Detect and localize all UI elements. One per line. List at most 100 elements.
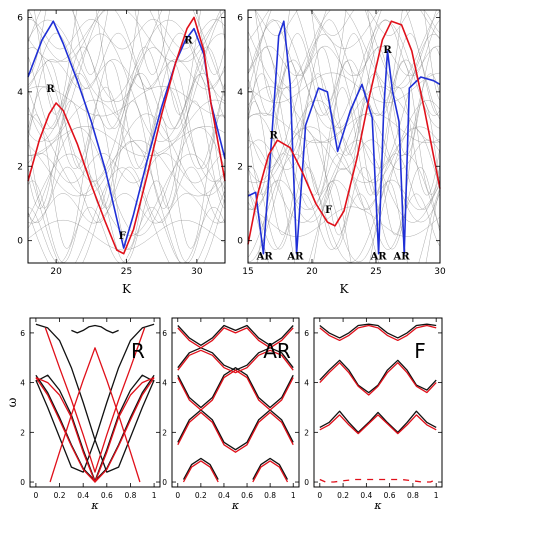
x-tick-label: 0.6 [241, 491, 253, 500]
x-tick-label: 0 [175, 491, 180, 500]
x-tick-label: 0.6 [101, 491, 113, 500]
series-line [319, 410, 437, 433]
y-tick-label: 0 [237, 237, 243, 247]
background-curve [28, 220, 225, 251]
x-tick-label: 15 [242, 267, 253, 277]
x-axis-label: κ [373, 499, 382, 512]
y-tick-label: 4 [237, 88, 243, 98]
background-curve [28, 10, 225, 102]
background-curve [256, 181, 440, 263]
x-tick-label: 0.8 [264, 491, 276, 500]
y-tick-label: 4 [20, 379, 25, 388]
panel-bottom-left: 0 0.2 0.4 0.6 0.8 1 0 2 4 6 κ ω R [5, 317, 161, 512]
background-curve [248, 114, 440, 223]
y-tick-label: 4 [162, 379, 167, 388]
series-line [319, 359, 437, 394]
series-line [319, 478, 437, 483]
x-axis-label: κ [90, 499, 99, 512]
background-curve [248, 59, 440, 116]
background-curve [28, 10, 225, 142]
background-curve [28, 166, 225, 223]
series-line [247, 20, 441, 245]
series-line [27, 20, 226, 249]
series-line [319, 414, 437, 435]
y-axis-label: ω [5, 397, 19, 407]
series-line [35, 377, 155, 483]
series-line [177, 409, 294, 451]
y-tick-label: 2 [304, 428, 309, 437]
series-line [247, 20, 441, 255]
background-curve [248, 20, 440, 129]
background-curve [248, 167, 440, 250]
background-curve [248, 10, 440, 89]
y-tick-label: 4 [304, 379, 309, 388]
background-curve [248, 10, 440, 129]
panel-top-right: 15 20 25 30 0 2 4 6 K R R F AR AR AR AR [237, 9, 446, 296]
plot-frame [247, 9, 441, 264]
y-tick-label: 0 [17, 237, 23, 247]
background-curve [248, 72, 440, 103]
y-tick-label: 6 [237, 13, 243, 23]
background-curve [28, 153, 225, 236]
x-tick-label: 0 [34, 491, 39, 500]
panel-top-left: 20 25 30 0 2 4 6 K R R F [17, 9, 226, 296]
curve-label: F [119, 231, 126, 242]
x-axis-label: K [340, 282, 350, 296]
x-tick-label: 25 [370, 267, 381, 277]
background-curves [248, 10, 440, 263]
x-tick-label: 25 [121, 267, 132, 277]
x-tick-label: 0.8 [407, 491, 419, 500]
curve-label: R [46, 84, 55, 95]
curve-label: AR [286, 251, 304, 262]
series-line [49, 347, 141, 483]
background-curve [34, 10, 225, 115]
series-line [182, 460, 219, 483]
series-line [319, 362, 437, 396]
background-curve [28, 74, 225, 209]
series-line [71, 324, 119, 334]
x-tick-label: 1 [291, 491, 296, 500]
background-curve [248, 33, 440, 116]
background-curve [28, 60, 225, 169]
series-line [177, 369, 294, 411]
background-curve [28, 180, 225, 263]
panel-title: AR [263, 339, 291, 363]
series-line [27, 16, 226, 255]
x-tick-label: 30 [191, 267, 203, 277]
series-line [35, 323, 155, 473]
x-tick-label: 20 [50, 267, 62, 277]
y-tick-label: 6 [20, 329, 25, 338]
x-axis-label: κ [231, 499, 240, 512]
background-curve [28, 46, 225, 129]
series-line [35, 374, 155, 482]
background-curve [28, 47, 225, 182]
y-tick-label: 4 [17, 88, 23, 98]
y-tick-label: 0 [20, 478, 25, 487]
y-tick-label: 2 [20, 428, 25, 437]
background-curve [28, 32, 225, 90]
background-curve [28, 113, 225, 196]
series-line [252, 460, 289, 483]
x-tick-label: 0.4 [218, 491, 230, 500]
background-curves [28, 10, 225, 263]
background-curve [248, 34, 440, 169]
curve-label: R [184, 35, 193, 46]
background-curve [248, 100, 440, 236]
x-tick-label: 0.2 [54, 491, 66, 500]
series-line [35, 377, 155, 483]
background-curve [248, 60, 440, 196]
background-curve [28, 19, 225, 50]
series-line [177, 367, 294, 409]
x-tick-label: 0.4 [360, 491, 372, 500]
background-curve [28, 153, 225, 184]
background-curve [248, 153, 440, 210]
series-line [177, 324, 294, 346]
curve-label: AR [256, 251, 274, 262]
curve-label: F [325, 205, 332, 216]
x-tick-label: 1 [434, 491, 439, 500]
background-curve [28, 126, 225, 157]
background-curve [28, 167, 225, 263]
panel-bottom-right: 0 0.2 0.4 0.6 0.8 1 0 2 4 6 κ F [304, 317, 443, 512]
series-line [35, 374, 155, 482]
